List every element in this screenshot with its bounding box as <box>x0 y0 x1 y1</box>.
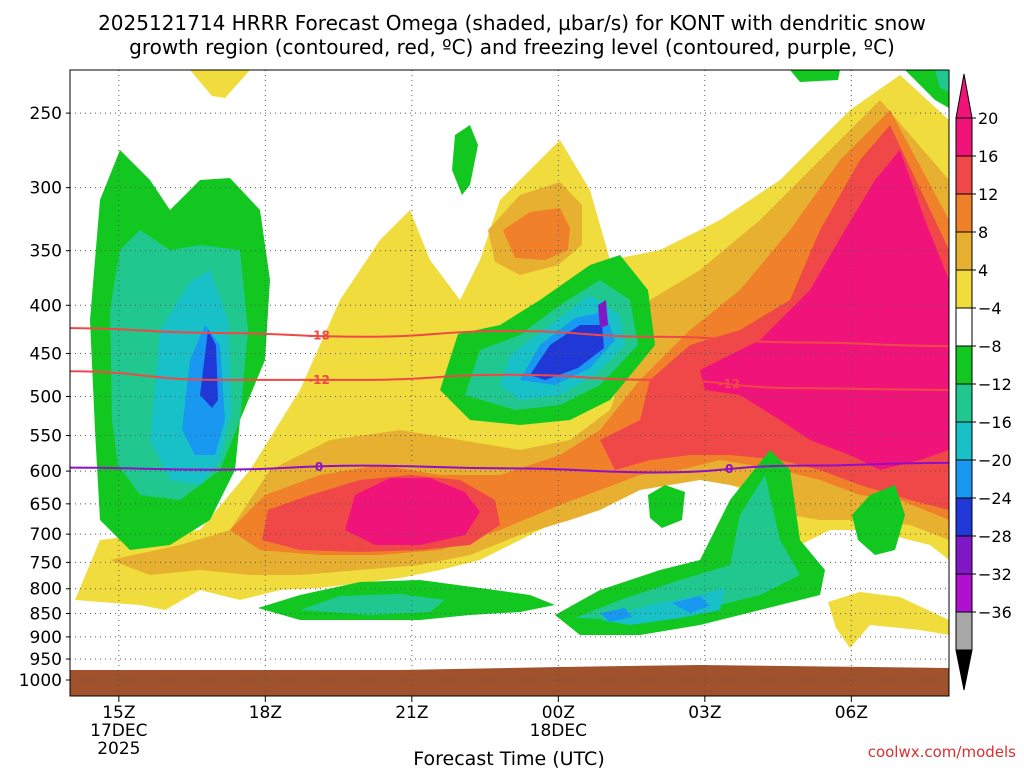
colorbar-tick-label: 4 <box>978 261 988 280</box>
omega-region-green-small-mid <box>648 485 685 528</box>
colorbar-swatch <box>955 193 973 233</box>
y-tick-label: 950 <box>30 650 62 670</box>
colorbar-swatch <box>955 269 973 309</box>
contour-line-0 <box>69 461 950 474</box>
contour-line--18 <box>69 327 950 348</box>
y-tick-label: 750 <box>30 553 62 573</box>
omega-shading <box>75 70 949 648</box>
omega-region-cyan-lowcentral <box>600 588 725 625</box>
colorbar-swatch <box>955 383 973 423</box>
x-tick-label: 03Z <box>688 703 721 723</box>
omega-region-yellow-top <box>190 70 250 98</box>
contour-line--12 <box>69 370 950 391</box>
contour-lines: -18 -18 -12 -12 0 0 <box>69 327 950 476</box>
x-tick-sublabel: 2025 <box>97 739 140 759</box>
colorbar-tick-label: 12 <box>978 185 998 204</box>
x-tick-label: 18Z <box>249 703 282 723</box>
omega-region-darkblue-central <box>530 325 604 380</box>
contour-label: -12 <box>308 373 330 387</box>
y-tick-label: 600 <box>30 462 62 482</box>
y-tick-label: 400 <box>30 296 62 316</box>
y-axis-ticks: 250 300 350 400 450 500 550 600 650 700 750 800 850 9… <box>19 104 70 691</box>
colorbar-swatch <box>955 497 973 537</box>
y-tick-label: 350 <box>30 242 62 262</box>
colorbar-tick-label: −32 <box>978 565 1012 584</box>
omega-region-green-corner <box>790 70 949 108</box>
terrain-ground <box>70 665 949 696</box>
y-tick-label: 1000 <box>19 671 62 691</box>
colorbar-tick-label: −4 <box>978 299 1002 318</box>
chart-title-line-2: growth region (contoured, red, ºC) and f… <box>129 35 895 59</box>
colorbar: 20 16 12 8 4 −4 −8 −12 −16 −20 −24 −28 −32 −36 <box>955 73 1012 691</box>
colorbar-swatch <box>955 421 973 461</box>
contour-label: -12 <box>718 377 740 391</box>
credit-text: coolwx.com/models <box>868 743 1016 761</box>
colorbar-tick-label: −20 <box>978 451 1012 470</box>
omega-region-teal-corner <box>935 70 949 92</box>
y-tick-label: 300 <box>30 179 62 199</box>
colorbar-swatch <box>955 535 973 575</box>
colorbar-tick-label: −36 <box>978 603 1012 622</box>
colorbar-swatch <box>955 459 973 499</box>
x-tick-label: 15Z <box>102 703 135 723</box>
contour-label: 0 <box>315 460 323 474</box>
x-axis-label: Forecast Time (UTC) <box>413 748 604 768</box>
x-tick-sublabel: 18DEC <box>530 721 587 741</box>
omega-region-magenta-west <box>345 478 480 545</box>
omega-region-green-small-east <box>852 485 905 555</box>
colorbar-swatch <box>955 117 973 157</box>
y-tick-label: 650 <box>30 495 62 515</box>
colorbar-swatch <box>955 307 973 347</box>
colorbar-swatch <box>955 611 973 651</box>
contour-label: -18 <box>308 329 330 343</box>
omega-region-teal-lowcentral <box>575 475 800 620</box>
colorbar-tick-label: −16 <box>978 413 1012 432</box>
y-tick-label: 850 <box>30 605 62 625</box>
y-tick-label: 900 <box>30 628 62 648</box>
plot-frame <box>69 69 950 697</box>
omega-region-purple-central <box>598 300 608 328</box>
colorbar-swatch <box>955 345 973 385</box>
colorbar-tick-label: −24 <box>978 489 1012 508</box>
x-tick-label: 06Z <box>835 703 868 723</box>
x-tick-sublabel: 17DEC <box>90 721 147 741</box>
y-tick-label: 250 <box>30 104 62 124</box>
chart-title-line-1: 2025121714 HRRR Forecast Omega (shaded, … <box>98 11 926 35</box>
omega-region-darkblue-west <box>200 330 218 408</box>
x-tick-label: 00Z <box>542 703 575 723</box>
y-tick-label: 800 <box>30 580 62 600</box>
omega-region-blue-lowcentral <box>600 596 710 622</box>
y-tick-label: 500 <box>30 388 62 408</box>
y-tick-label: 450 <box>30 344 62 364</box>
x-tick-label: 21Z <box>395 703 428 723</box>
colorbar-tick-label: −28 <box>978 527 1012 546</box>
y-tick-label: 550 <box>30 427 62 447</box>
colorbar-bottom-arrow <box>955 649 973 691</box>
colorbar-tick-label: 16 <box>978 147 998 166</box>
contour-label: -18 <box>718 333 740 347</box>
colorbar-swatch <box>955 573 973 613</box>
omega-region-orange12-upper <box>503 208 570 260</box>
omega-region-green-small-top <box>452 125 478 195</box>
omega-region-yellow-lower-right <box>828 592 949 648</box>
colorbar-tick-label: −12 <box>978 375 1012 394</box>
y-tick-label: 700 <box>30 525 62 545</box>
colorbar-swatch <box>955 155 973 195</box>
contour-label: 0 <box>725 462 733 476</box>
omega-region-teal-lowwest <box>300 594 445 615</box>
colorbar-tick-label: 8 <box>978 223 988 242</box>
colorbar-tick-label: 20 <box>978 109 998 128</box>
colorbar-top-arrow <box>955 73 973 119</box>
colorbar-tick-label: −8 <box>978 337 1002 356</box>
colorbar-swatch <box>955 231 973 271</box>
